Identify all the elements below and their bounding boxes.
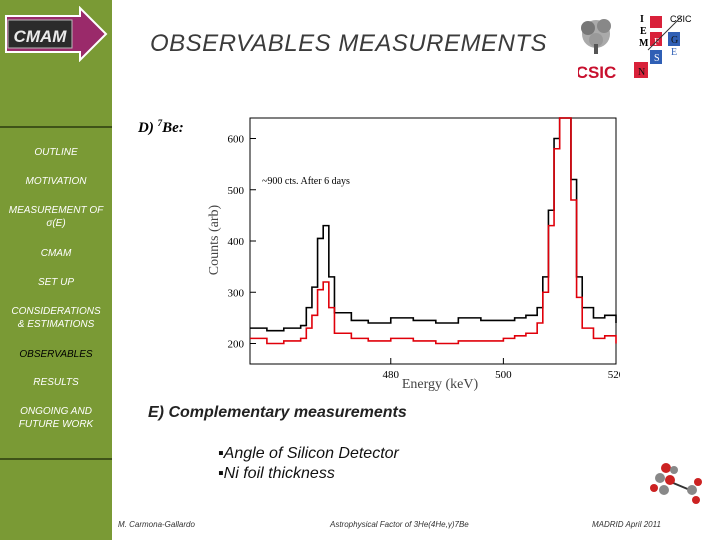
y-axis-label: Counts (arb) bbox=[207, 204, 222, 275]
series-line-1 bbox=[250, 117, 617, 345]
y-tick-label: 200 bbox=[228, 339, 245, 351]
sidebar-item-motivation[interactable]: MOTIVATION bbox=[25, 176, 87, 187]
y-tick-label: 500 bbox=[228, 185, 245, 197]
sidebar-panel: CMAM OUTLINE MOTIVATION MEASUREMENT OF σ(… bbox=[0, 0, 112, 540]
plot-frame bbox=[249, 117, 617, 365]
footer-place: MADRID April 2011 bbox=[592, 520, 661, 529]
page-title: OBSERVABLES MEASUREMENTS bbox=[150, 30, 548, 57]
complementary-list: ▪Angle of Silicon Detector ▪Ni foil thic… bbox=[218, 444, 399, 484]
sidebar-item-outline[interactable]: OUTLINE bbox=[34, 147, 78, 158]
annotation-label: ~900 cts. After 6 days bbox=[262, 176, 350, 187]
x-tick-label: 480 bbox=[383, 369, 400, 381]
footer-author: M. Carmona-Gallardo bbox=[118, 520, 195, 529]
y-tick-label: 400 bbox=[228, 236, 245, 248]
letter-m: M bbox=[639, 38, 649, 49]
letter-e: E bbox=[640, 26, 647, 37]
x-tick-label: 520 bbox=[608, 369, 620, 381]
letter-i: I bbox=[640, 14, 644, 25]
footer-talk: Astrophysical Factor of 3He(4He,γ)7Be bbox=[330, 520, 469, 529]
divider bbox=[0, 126, 112, 128]
y-tick-label: 600 bbox=[228, 134, 245, 146]
list-item: ▪Ni foil thickness bbox=[218, 465, 335, 482]
letter-n: N bbox=[638, 67, 645, 78]
sidebar-item-observables[interactable]: OBSERVABLES bbox=[19, 349, 93, 360]
spectrum-chart: 200 300 400 500 600 480 500 520 ~900 cts. Afte… bbox=[207, 117, 620, 392]
csic-brand: CSIC bbox=[578, 63, 616, 82]
molecule-icon bbox=[650, 463, 702, 504]
csic-tag: CSIC bbox=[670, 14, 692, 24]
letter-f: F bbox=[654, 37, 660, 48]
list-item: ▪Angle of Silicon Detector bbox=[218, 445, 399, 462]
sidebar-item-measurement[interactable]: MEASUREMENT OF σ(E) bbox=[8, 205, 104, 229]
sidebar-item-setup[interactable]: SET UP bbox=[37, 277, 75, 288]
csic-iem-logo: CSIC I E M CSIC F G E S N bbox=[578, 14, 692, 82]
letter-g: G bbox=[671, 35, 678, 46]
cmam-logo-text: CMAM bbox=[14, 27, 68, 46]
x-axis-label: Energy (keV) bbox=[402, 377, 479, 392]
section-label: D) 7Be: bbox=[138, 118, 184, 136]
tree-icon bbox=[581, 19, 611, 54]
divider bbox=[0, 458, 112, 460]
sidebar-item-cmam[interactable]: CMAM bbox=[40, 248, 72, 259]
x-tick-label: 500 bbox=[495, 369, 512, 381]
sidebar-item-results[interactable]: RESULTS bbox=[33, 377, 79, 388]
complementary-heading: E) Complementary measurements bbox=[148, 404, 407, 421]
cmam-logo: CMAM bbox=[5, 6, 108, 62]
y-tick-label: 300 bbox=[228, 287, 245, 299]
letter-e2: E bbox=[671, 47, 677, 58]
sidebar-item-considerations[interactable]: CONSIDERATIONS & ESTIMATIONS bbox=[11, 306, 101, 330]
letter-s: S bbox=[654, 53, 660, 64]
sidebar-item-ongoing[interactable]: ONGOING AND FUTURE WORK bbox=[18, 406, 94, 430]
